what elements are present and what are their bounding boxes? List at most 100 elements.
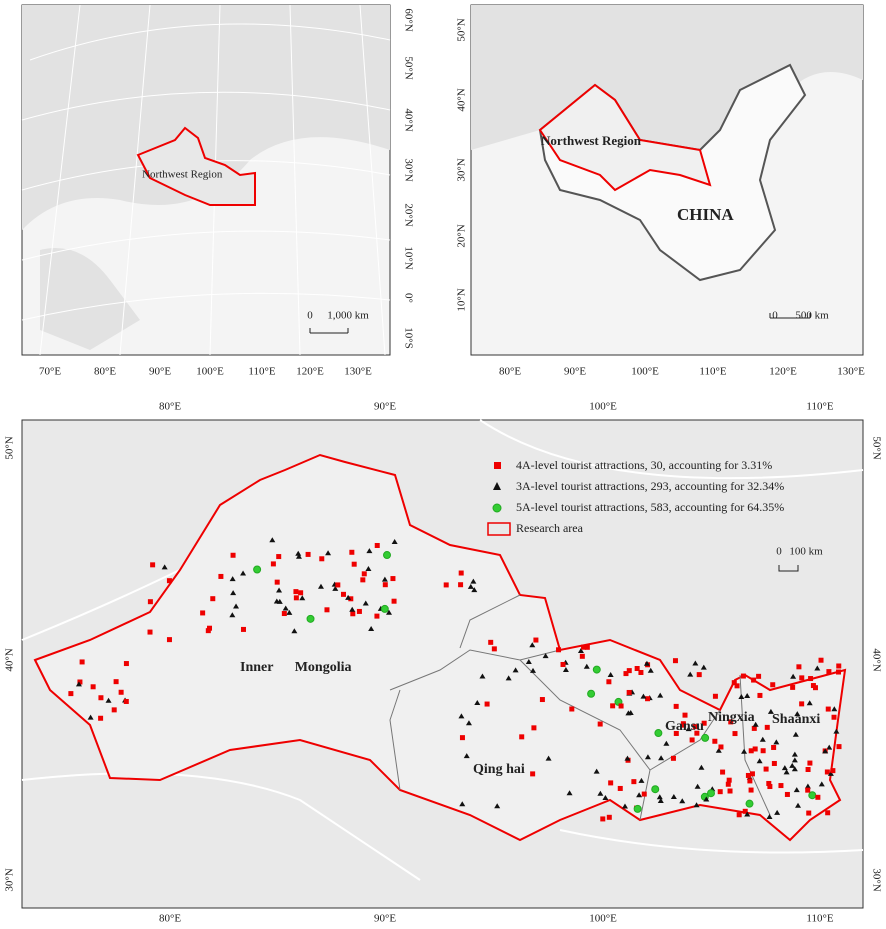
scale-length: 100 km xyxy=(789,546,823,558)
marker-3a xyxy=(657,798,664,804)
marker-4a xyxy=(752,746,758,752)
marker-5a xyxy=(654,729,663,738)
marker-4a xyxy=(825,706,831,712)
marker-5a xyxy=(633,804,642,813)
marker-4a xyxy=(606,814,612,820)
marker-3a xyxy=(827,770,834,776)
marker-3a xyxy=(767,708,774,714)
lon-label: 100°E xyxy=(589,913,617,925)
marker-5a xyxy=(651,785,660,794)
marker-4a xyxy=(98,715,104,721)
marker-4a xyxy=(207,625,213,631)
marker-3a xyxy=(744,811,751,817)
marker-3a xyxy=(766,813,773,819)
marker-3a xyxy=(381,576,388,582)
lon-label: 110°E xyxy=(806,401,833,413)
region-label: Gansu xyxy=(665,719,704,734)
marker-3a xyxy=(658,755,665,761)
marker-4a xyxy=(836,663,842,669)
marker-4a xyxy=(694,730,700,736)
marker-4a xyxy=(274,579,280,585)
marker-4a xyxy=(147,599,153,605)
marker-4a xyxy=(382,582,388,588)
marker-4a xyxy=(766,780,772,786)
lat-label: 40°N xyxy=(456,88,468,111)
marker-5a xyxy=(306,614,315,623)
marker-4a xyxy=(634,665,640,671)
marker-4a xyxy=(727,788,733,794)
marker-4a xyxy=(689,737,695,743)
marker-4a xyxy=(218,573,224,579)
marker-3a xyxy=(463,753,470,759)
marker-3a xyxy=(647,667,654,673)
marker-3a xyxy=(597,790,604,796)
marker-3a xyxy=(332,585,339,591)
marker-5a xyxy=(706,789,715,798)
marker-4a xyxy=(335,582,341,588)
world-panel xyxy=(21,4,391,356)
lat-label: 0° xyxy=(402,293,414,303)
marker-4a xyxy=(324,607,330,613)
marker-3a xyxy=(295,553,302,559)
region-label: Inner Mongolia xyxy=(240,660,351,675)
marker-3a xyxy=(789,762,796,768)
marker-3a xyxy=(826,744,833,750)
marker-4a xyxy=(391,598,397,604)
marker-4a xyxy=(831,714,837,720)
study-area-panel xyxy=(21,419,864,909)
marker-4a xyxy=(374,542,380,548)
marker-3a xyxy=(470,578,477,584)
legend-label: Research area xyxy=(516,521,584,535)
marker-4a xyxy=(569,706,575,712)
marker-3a xyxy=(362,600,369,606)
marker-4a xyxy=(799,675,805,681)
region-label: Northwest Region xyxy=(142,169,223,181)
marker-4a xyxy=(113,679,119,685)
marker-4a xyxy=(166,637,172,643)
marker-4a xyxy=(458,582,464,588)
marker-4a xyxy=(626,668,632,674)
marker-4a xyxy=(696,672,702,678)
marker-3a xyxy=(291,628,298,634)
marker-4a xyxy=(770,682,776,688)
marker-3a xyxy=(386,609,393,615)
marker-4a xyxy=(790,684,796,690)
marker-3a xyxy=(698,764,705,770)
marker-3a xyxy=(643,660,650,666)
marker-3a xyxy=(465,720,472,726)
marker-3a xyxy=(638,777,645,783)
marker-3a xyxy=(781,765,788,771)
marker-3a xyxy=(230,590,237,596)
marker-3a xyxy=(795,802,802,808)
lon-label: 110°E xyxy=(248,366,275,378)
marker-3a xyxy=(566,790,573,796)
marker-4a xyxy=(815,794,821,800)
marker-3a xyxy=(640,693,647,699)
marker-4a xyxy=(618,703,624,709)
lat-label: 30°N xyxy=(456,158,468,181)
scale-length: 1,000 km xyxy=(327,310,369,322)
marker-3a xyxy=(545,755,552,761)
marker-3a xyxy=(505,675,512,681)
marker-4a xyxy=(807,760,813,766)
marker-3a xyxy=(656,794,663,800)
marker-3a xyxy=(593,768,600,774)
marker-3a xyxy=(299,595,306,601)
marker-4a xyxy=(701,720,707,726)
marker-4a xyxy=(756,673,762,679)
marker-3a xyxy=(583,663,590,669)
scale-zero: 0 xyxy=(776,546,782,558)
marker-3a xyxy=(644,754,651,760)
marker-3a xyxy=(467,583,474,589)
lon-label: 90°E xyxy=(149,366,171,378)
marker-3a xyxy=(700,664,707,670)
marker-3a xyxy=(715,747,722,753)
scale-zero: 0 xyxy=(772,310,778,322)
marker-4a xyxy=(805,766,811,772)
marker-4a xyxy=(166,578,172,584)
marker-3a xyxy=(791,757,798,763)
marker-3a xyxy=(657,692,664,698)
marker-4a xyxy=(680,721,686,727)
marker-4a xyxy=(356,608,362,614)
